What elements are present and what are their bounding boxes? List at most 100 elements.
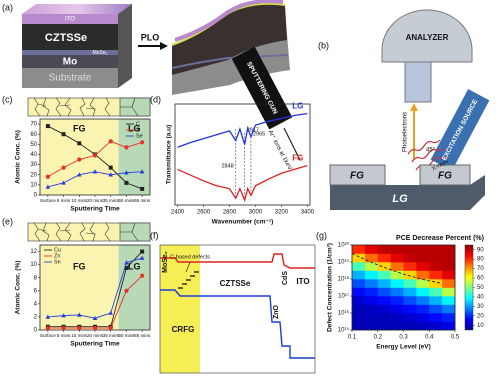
marker bbox=[61, 165, 66, 170]
heat-cell bbox=[364, 253, 379, 263]
heat-cell bbox=[442, 296, 456, 305]
device-stack bbox=[22, 4, 132, 88]
y-tick-label: 50 bbox=[30, 142, 37, 148]
heat-cell bbox=[416, 279, 430, 288]
heat-cell bbox=[403, 262, 417, 271]
marker bbox=[140, 273, 145, 278]
legend-label: Cu bbox=[54, 247, 61, 253]
region bbox=[118, 245, 150, 330]
x-tick-label: 65 mins bbox=[134, 198, 151, 203]
x-tick-label: 2400 bbox=[171, 210, 185, 216]
marker bbox=[45, 124, 50, 129]
heat-cell bbox=[442, 279, 456, 288]
series-line bbox=[177, 112, 308, 148]
marker bbox=[45, 314, 51, 319]
heat-cell bbox=[352, 270, 366, 280]
legend-label: Sn bbox=[54, 259, 61, 265]
heat-cell bbox=[442, 245, 456, 254]
marker bbox=[139, 169, 145, 174]
y-axis-label: Transmittance (a.u) bbox=[166, 125, 173, 185]
colorbar-tick-label: 30 bbox=[477, 304, 484, 310]
heat-cell bbox=[416, 321, 430, 331]
x-tick-label: 5 mins bbox=[57, 333, 71, 338]
marker bbox=[77, 157, 82, 162]
heat-cell bbox=[352, 296, 366, 305]
x-tick-label: 65 mins bbox=[134, 333, 151, 338]
colorbar-tick-label: 70 bbox=[477, 266, 484, 272]
heat-cell bbox=[429, 321, 443, 331]
heat-cell bbox=[429, 304, 443, 314]
plot-frame bbox=[174, 103, 311, 206]
band-diagram bbox=[159, 244, 316, 374]
marker bbox=[76, 312, 82, 317]
region bbox=[118, 119, 150, 195]
x-tick-label: 2600 bbox=[197, 210, 211, 216]
heat-cell bbox=[429, 245, 443, 254]
y-tick-label: 10¹⁵ bbox=[338, 327, 350, 334]
heat-cell bbox=[377, 304, 391, 314]
heat-cell bbox=[364, 262, 379, 271]
heat-cell bbox=[442, 253, 456, 263]
panel-label: (f) bbox=[150, 230, 159, 240]
y-tick-label: 0 bbox=[34, 193, 38, 199]
heat-cell bbox=[352, 262, 366, 271]
heat-cell bbox=[416, 245, 430, 254]
marker bbox=[140, 140, 145, 145]
heat-cell bbox=[403, 304, 417, 314]
heat-cell bbox=[364, 304, 379, 314]
x-axis-label: Energy Level (eV) bbox=[376, 344, 431, 351]
colorbar-tick-label: 90 bbox=[477, 247, 484, 253]
peak-label: 2965 bbox=[253, 131, 265, 137]
x-tick-label: Surface bbox=[40, 198, 56, 203]
peak-label: 2848 bbox=[222, 163, 234, 169]
heat-cell bbox=[364, 279, 379, 288]
heat-cell bbox=[352, 321, 366, 331]
marker bbox=[92, 153, 98, 158]
x-tick-label: 50 mins bbox=[118, 198, 135, 203]
marker bbox=[140, 186, 145, 191]
panel-label: (e) bbox=[2, 216, 13, 226]
layer-label: MoSe₂ bbox=[162, 251, 169, 273]
photoelectron-label: Photoelectrons bbox=[403, 112, 409, 152]
heat-cell bbox=[442, 304, 456, 314]
colorbar-tick-label: 50 bbox=[477, 285, 484, 291]
y-tick-label: 70 bbox=[30, 122, 37, 128]
x-axis-label: Wavenumber (cm⁻¹) bbox=[212, 219, 274, 226]
arrow-label: PLO bbox=[141, 32, 160, 42]
heat-cell bbox=[377, 321, 391, 331]
heat-cell bbox=[390, 279, 404, 288]
legend-label: C bbox=[136, 121, 140, 127]
heat-cell bbox=[403, 321, 417, 331]
y-tick-label: 10¹⁶ bbox=[338, 310, 350, 317]
marker bbox=[140, 249, 145, 254]
heat-cell bbox=[442, 321, 456, 331]
x-tick-label: 5 mins bbox=[57, 198, 71, 203]
heat-cell bbox=[416, 296, 430, 305]
marker bbox=[45, 174, 50, 179]
x-tick-label: 35 mins bbox=[103, 333, 120, 338]
arrow-head bbox=[160, 42, 168, 50]
heat-cell bbox=[403, 245, 417, 254]
layer-label: ITO bbox=[65, 17, 75, 23]
heat-cell bbox=[390, 296, 404, 305]
marker bbox=[124, 288, 129, 293]
heat-cell bbox=[364, 313, 379, 322]
heat-cell bbox=[390, 245, 404, 254]
marker bbox=[76, 172, 82, 177]
analyzer-label: ANALYZER bbox=[406, 33, 449, 42]
xps-setup bbox=[231, 9, 490, 210]
heat-cell bbox=[352, 304, 366, 314]
y-axis-label: Atomic Conc. (%) bbox=[15, 261, 22, 315]
marker bbox=[108, 325, 113, 331]
heat-cell bbox=[403, 287, 417, 297]
marker bbox=[61, 325, 66, 331]
x-tick-label: 50 mins bbox=[118, 333, 135, 338]
marker bbox=[124, 180, 129, 185]
region-label: CRFG bbox=[172, 325, 195, 334]
heat-cell bbox=[377, 262, 391, 271]
marker bbox=[108, 139, 113, 144]
heat-cell bbox=[442, 262, 456, 271]
y-tick-label: 4 bbox=[34, 301, 38, 307]
angle-label: 45° bbox=[426, 148, 436, 154]
heat-cell bbox=[442, 287, 456, 297]
